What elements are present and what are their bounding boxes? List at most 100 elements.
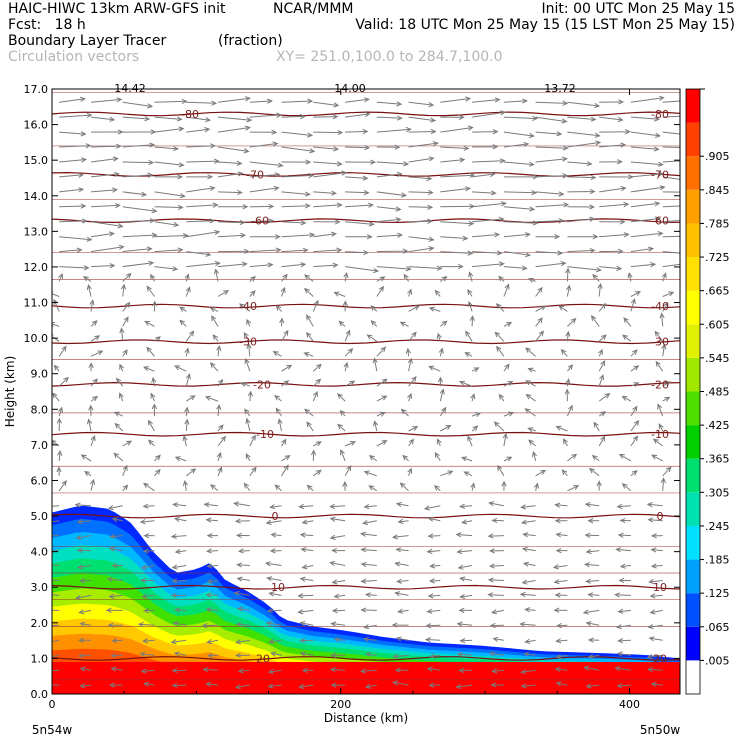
circulation-vector xyxy=(408,265,443,271)
circulation-vector xyxy=(122,272,132,282)
circulation-vector xyxy=(345,266,380,274)
circulation-vector xyxy=(376,440,388,447)
circulation-vector xyxy=(249,161,284,168)
circulation-vector xyxy=(268,638,282,645)
contour-label-right: -70 xyxy=(651,168,669,181)
circulation-vector xyxy=(655,360,664,372)
circulation-vector xyxy=(630,95,665,103)
circulation-vector xyxy=(598,359,606,372)
contour-label: 10 xyxy=(271,581,285,594)
circulation-vector xyxy=(86,418,92,432)
circulation-vector xyxy=(459,503,473,509)
circulation-vector xyxy=(490,609,504,615)
circulation-vector xyxy=(237,548,250,554)
circulation-vector xyxy=(217,290,230,297)
circulation-vector xyxy=(170,592,187,599)
circulation-vector xyxy=(535,330,545,342)
circulation-vector xyxy=(217,116,253,123)
circulation-vector xyxy=(472,129,499,135)
plot-content: -80 -80 -70 -70 -60 -60 -40 -40 -30 -30 -20 -20 -10 -… xyxy=(52,92,680,694)
circulation-vector xyxy=(333,593,346,599)
circulation-vector xyxy=(337,423,346,432)
circulation-vector xyxy=(520,504,536,510)
circulation-vector xyxy=(79,683,92,689)
circulation-vector xyxy=(376,395,388,402)
top-readout: 14.00 xyxy=(334,82,366,95)
circulation-vector xyxy=(150,273,156,282)
circulation-vector xyxy=(503,190,538,196)
circulation-vector xyxy=(111,517,123,523)
circulation-vector xyxy=(520,669,536,675)
circulation-vector xyxy=(527,278,536,283)
circulation-vector xyxy=(440,203,476,209)
circulation-vector xyxy=(440,145,470,151)
circulation-vector xyxy=(154,468,161,477)
circulation-vector xyxy=(440,263,464,270)
circulation-vector xyxy=(146,285,155,297)
circulation-vector xyxy=(503,322,513,327)
circulation-vector xyxy=(330,621,346,627)
circulation-vector xyxy=(584,532,600,538)
contour-label: -80 xyxy=(181,108,199,121)
circulation-vector xyxy=(142,548,155,554)
circulation-vector xyxy=(90,478,96,491)
circulation-vector xyxy=(312,390,318,402)
circulation-vector xyxy=(588,467,600,477)
circulation-vector xyxy=(201,623,219,629)
circulation-vector xyxy=(249,247,282,253)
circulation-vector xyxy=(297,609,314,615)
circulation-vector xyxy=(143,366,155,372)
circulation-vector xyxy=(520,683,536,689)
circulation-vector xyxy=(245,452,251,462)
circulation-vector xyxy=(567,174,597,181)
fcst-value: 18 h xyxy=(54,17,86,33)
circulation-vector xyxy=(376,126,412,133)
circulation-vector xyxy=(372,357,378,372)
circulation-vector xyxy=(344,380,356,387)
circulation-vector xyxy=(359,531,377,537)
colorbar-swatch xyxy=(686,525,700,560)
colorbar-label: .785 xyxy=(705,217,730,230)
circulation-vector xyxy=(345,202,375,208)
circulation-vector xyxy=(567,140,602,148)
circulation-vector xyxy=(306,421,314,432)
circulation-vector xyxy=(122,172,154,178)
circulation-vector xyxy=(171,564,187,570)
circulation-vector xyxy=(399,482,409,492)
circulation-vector xyxy=(492,636,504,642)
circulation-vector xyxy=(114,422,124,432)
y-tick-label: 0.0 xyxy=(31,688,49,701)
model-title: HAIC-HIWC 13km ARW-GFS init xyxy=(8,1,226,17)
circulation-vector xyxy=(88,404,94,417)
circulation-vector xyxy=(597,348,603,357)
contour-label-right: -80 xyxy=(651,108,669,121)
circulation-vector xyxy=(298,683,314,690)
circulation-vector xyxy=(297,593,314,599)
circulation-vector xyxy=(587,518,600,524)
circulation-vector xyxy=(555,547,568,554)
circulation-vector xyxy=(281,464,289,477)
circulation-vector xyxy=(614,592,631,598)
circulation-vector xyxy=(310,449,317,461)
circulation-vector xyxy=(535,469,547,477)
circulation-vector xyxy=(619,517,631,524)
colorbar-swatch xyxy=(686,122,700,157)
circulation-vector xyxy=(470,482,476,491)
circulation-vector xyxy=(489,548,504,554)
circulation-vector xyxy=(313,161,343,167)
circulation-vector xyxy=(90,129,124,135)
circulation-vector xyxy=(599,129,631,135)
circulation-vector xyxy=(203,502,219,508)
circulation-vector xyxy=(52,684,60,686)
circulation-vector xyxy=(503,232,531,238)
circulation-vector xyxy=(171,578,187,584)
colorbar-label: .905 xyxy=(705,150,730,163)
circulation-vector xyxy=(77,564,92,570)
circulation-vector xyxy=(206,533,218,539)
circulation-vector xyxy=(79,621,92,627)
circulation-vector xyxy=(236,576,250,582)
circulation-vector xyxy=(154,266,179,272)
circulation-vector xyxy=(345,175,369,181)
circulation-vector xyxy=(281,98,314,104)
circulation-vector xyxy=(436,438,442,447)
